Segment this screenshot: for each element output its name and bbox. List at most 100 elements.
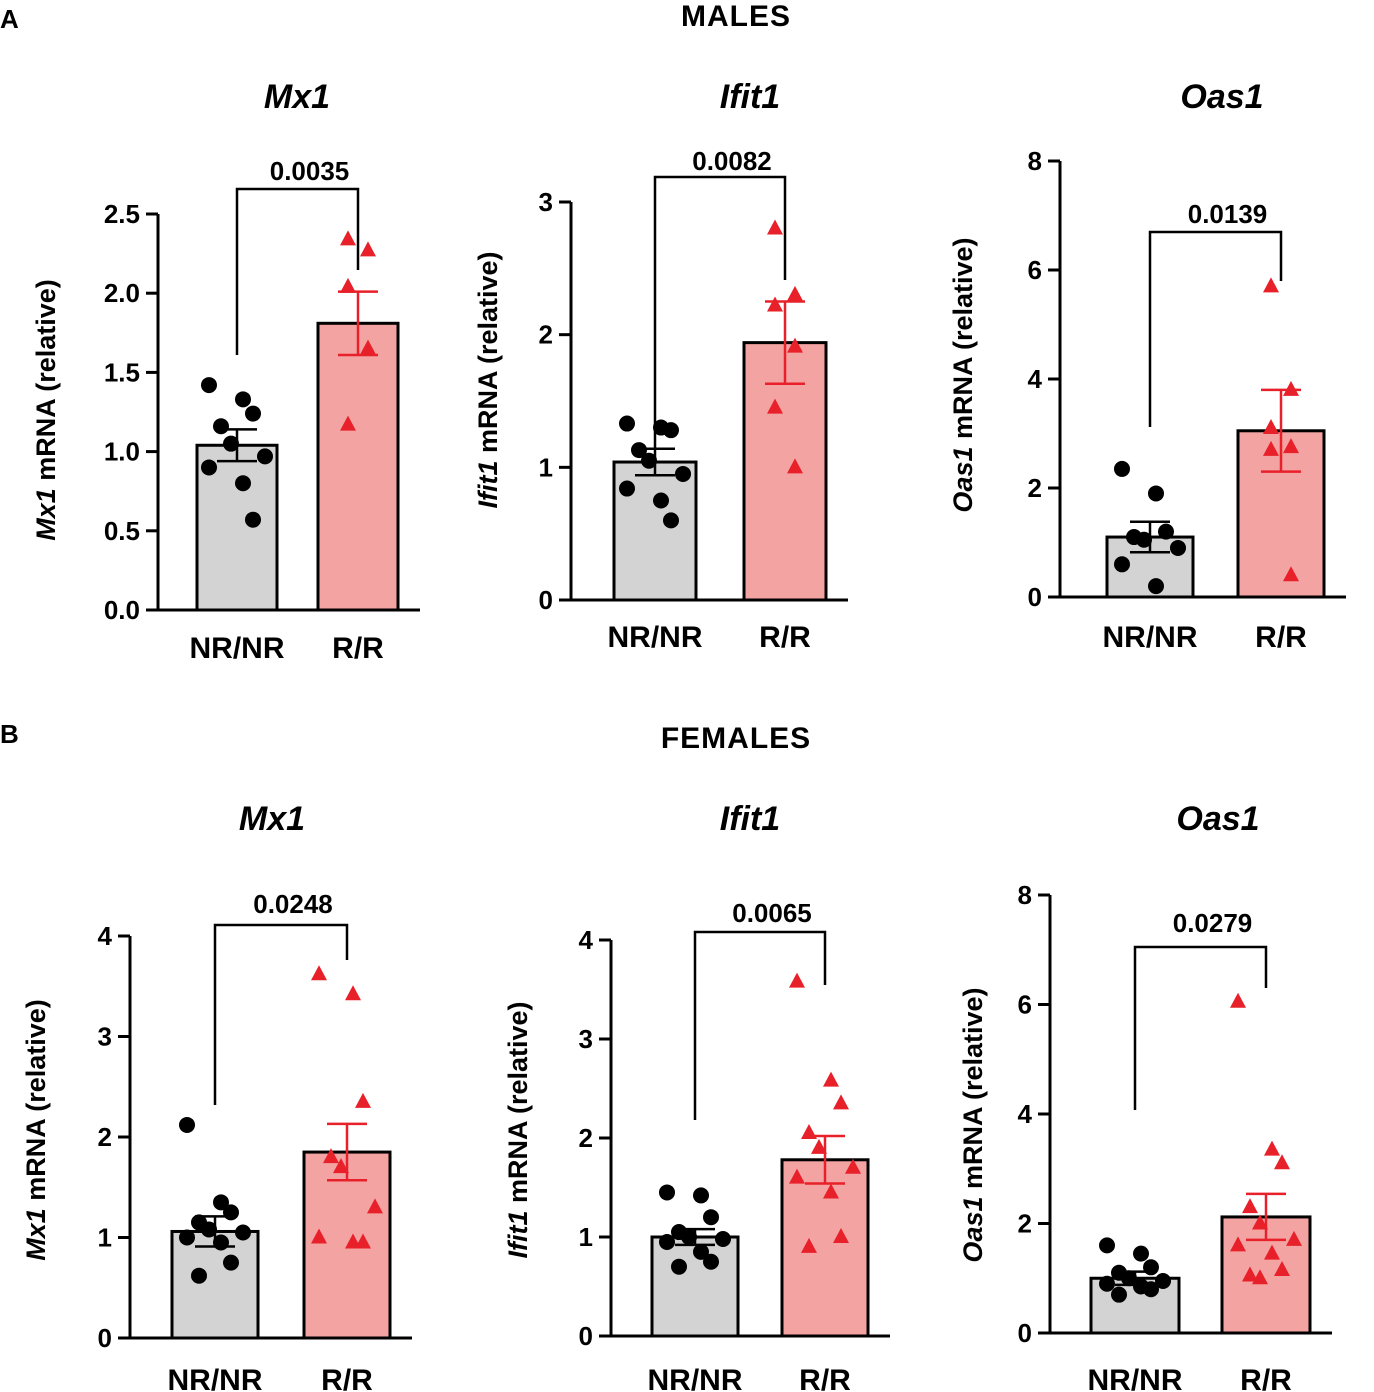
y-axis-label-gene: Oas1: [958, 1197, 988, 1263]
data-point-r-r: [1242, 1198, 1258, 1214]
data-point-nr-nr: [1114, 460, 1130, 477]
y-tick-label: 3: [539, 187, 553, 217]
p-value-label: 0.0035: [270, 156, 350, 186]
y-tick-label: 2: [1018, 1209, 1032, 1239]
y-axis-label: Mx1 mRNA (relative): [21, 999, 51, 1261]
data-point-nr-nr: [659, 1233, 675, 1250]
data-point-r-r: [789, 972, 805, 988]
y-tick-label: 2: [579, 1123, 593, 1153]
data-point-nr-nr: [671, 1258, 687, 1275]
data-point-nr-nr: [235, 475, 251, 492]
section-title-females: FEMALES: [661, 722, 811, 755]
y-tick-label: 0: [1028, 582, 1042, 612]
p-value-label: 0.0082: [692, 146, 772, 176]
y-tick-label: 0: [1018, 1318, 1032, 1348]
y-axis-label-rest: mRNA (relative): [473, 251, 503, 460]
data-point-nr-nr: [179, 1116, 195, 1133]
data-point-nr-nr: [1099, 1237, 1115, 1254]
data-point-nr-nr: [179, 1229, 195, 1246]
data-point-nr-nr: [235, 391, 251, 408]
data-point-nr-nr: [631, 442, 647, 459]
data-point-nr-nr: [1114, 556, 1130, 573]
data-point-r-r: [340, 415, 356, 431]
data-point-nr-nr: [619, 415, 635, 432]
data-point-r-r: [823, 1071, 839, 1087]
data-point-r-r: [360, 241, 376, 257]
y-tick-label: 4: [1018, 1099, 1033, 1129]
data-point-r-r: [1283, 380, 1299, 396]
data-point-r-r: [789, 1168, 805, 1184]
data-point-nr-nr: [663, 512, 679, 529]
y-axis-label-rest: mRNA (relative): [503, 1001, 533, 1210]
y-tick-label: 4: [579, 925, 594, 955]
data-point-nr-nr: [223, 1254, 239, 1271]
x-category-label: R/R: [1240, 1364, 1292, 1392]
data-point-r-r: [1274, 1261, 1290, 1277]
y-axis-label: Oas1 mRNA (relative): [948, 237, 978, 512]
y-tick-label: 2: [1028, 473, 1042, 503]
data-point-nr-nr: [693, 1187, 709, 1204]
chart-title: Oas1: [1180, 78, 1263, 116]
data-point-r-r: [355, 1092, 371, 1108]
data-point-nr-nr: [235, 1224, 251, 1241]
data-point-nr-nr: [693, 1243, 709, 1260]
data-point-r-r: [340, 277, 356, 293]
y-axis-label-rest: mRNA (relative): [21, 999, 51, 1208]
data-point-nr-nr: [1170, 539, 1186, 556]
data-point-nr-nr: [641, 452, 657, 469]
y-tick-label: 6: [1018, 990, 1032, 1020]
data-point-nr-nr: [1099, 1275, 1115, 1292]
data-point-r-r: [355, 1233, 371, 1249]
data-point-r-r: [340, 230, 356, 246]
data-point-nr-nr: [201, 377, 217, 394]
panel-letter-b: B: [0, 719, 19, 749]
data-point-r-r: [787, 285, 803, 301]
data-point-r-r: [845, 1158, 861, 1174]
bar-r-r: [780, 1158, 870, 1338]
x-category-label: NR/NR: [1103, 621, 1198, 654]
significance-bracket: [1133, 945, 1268, 1110]
data-point-nr-nr: [213, 1194, 229, 1211]
chart-title: Mx1: [239, 800, 305, 838]
chart-title: Ifit1: [720, 800, 780, 838]
data-point-r-r: [311, 1228, 327, 1244]
data-point-nr-nr: [245, 405, 261, 422]
data-point-r-r: [360, 339, 376, 355]
y-tick-label: 2: [98, 1122, 112, 1152]
data-point-nr-nr: [245, 511, 261, 528]
y-tick-label: 0.5: [104, 516, 140, 546]
x-category-label: R/R: [1255, 621, 1307, 654]
data-point-nr-nr: [223, 435, 239, 452]
y-axis-label-rest: mRNA (relative): [31, 279, 61, 488]
x-category-label: R/R: [332, 632, 384, 665]
panel-letter-a: A: [0, 4, 19, 34]
data-point-r-r: [345, 985, 361, 1001]
data-point-nr-nr: [653, 492, 669, 509]
bar-r-r: [742, 341, 828, 602]
data-point-nr-nr: [619, 480, 635, 497]
data-point-r-r: [767, 219, 783, 235]
y-tick-label: 1: [98, 1223, 112, 1253]
bar-r-r: [316, 321, 400, 612]
data-point-nr-nr: [201, 1221, 217, 1238]
data-point-r-r: [823, 1183, 839, 1199]
y-axis-label-gene: Ifit1: [503, 1211, 533, 1259]
data-point-r-r: [801, 1237, 817, 1253]
chart-title: Mx1: [264, 78, 330, 116]
significance-bracket: [653, 175, 787, 448]
y-axis-label: Mx1 mRNA (relative): [31, 279, 61, 541]
y-tick-label: 2: [539, 320, 553, 350]
x-category-label: NR/NR: [648, 1364, 743, 1392]
data-point-nr-nr: [715, 1230, 731, 1247]
x-category-label: NR/NR: [608, 621, 703, 654]
data-point-r-r: [1283, 566, 1299, 582]
data-point-r-r: [333, 1158, 349, 1174]
data-point-r-r: [1230, 1236, 1246, 1252]
data-point-nr-nr: [223, 1204, 239, 1221]
